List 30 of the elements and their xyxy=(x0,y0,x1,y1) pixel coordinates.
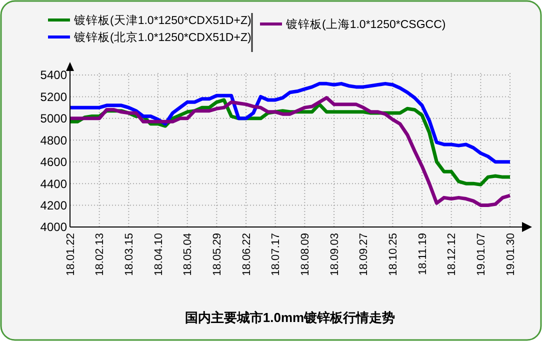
y-tick-label: 5400 xyxy=(40,68,68,82)
x-tick-label: 19.01.30 xyxy=(504,233,517,276)
y-tick-label: 4000 xyxy=(40,220,68,234)
x-tick-label: 18.04.10 xyxy=(152,233,165,276)
x-tick-label: 19.01.07 xyxy=(476,233,488,276)
line-series xyxy=(68,82,512,164)
text: 国内主要城市1.0mm镀锌板行情走势 xyxy=(184,310,396,325)
x-tick-label: 18.12.12 xyxy=(446,233,458,276)
x-tick-label: 18.01.22 xyxy=(64,233,77,276)
x-tick-label: 18.02.13 xyxy=(94,233,106,276)
y-tick-label: 4600 xyxy=(40,155,68,170)
y-tick-label: 5000 xyxy=(40,112,68,126)
x-tick-label: 18.06.22 xyxy=(240,233,253,276)
line-series xyxy=(68,96,512,208)
x-tick-label: 18.07.17 xyxy=(270,233,282,276)
y-tick-label: 5200 xyxy=(40,90,68,104)
x-tick-label: 18.05.04 xyxy=(182,233,194,276)
x-tick-label: 18.03.15 xyxy=(124,233,136,276)
y-tick-label: 4800 xyxy=(40,133,68,148)
x-tick-label: 18.05.29 xyxy=(212,233,224,276)
x-tick-label: 18.09.27 xyxy=(358,233,370,276)
y-tick-label: 4400 xyxy=(40,176,68,191)
x-tick-label: 18.09.03 xyxy=(328,233,341,276)
y-tick-label: 4200 xyxy=(40,198,68,212)
x-tick-label: 18.11.19 xyxy=(416,233,429,276)
legend-label: 镀锌板(上海1.0*1250*CSGCC) xyxy=(285,18,446,32)
x-tick-label: 18.10.25 xyxy=(388,233,400,276)
legend-label: 镀锌板(北京1.0*1250*CDX51D+Z) xyxy=(73,30,252,44)
legend-label: 镀锌板(天津1.0*1250*CDX51D+Z) xyxy=(73,14,252,28)
x-tick-label: 18.08.09 xyxy=(300,233,312,276)
